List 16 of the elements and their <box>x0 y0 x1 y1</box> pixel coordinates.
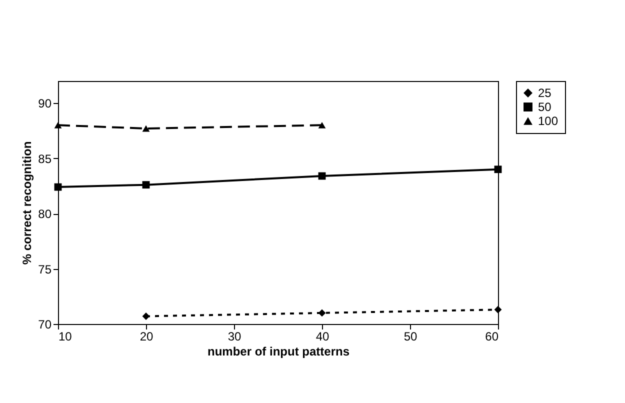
x-tick-label: 10 <box>58 330 72 344</box>
legend-label: 100 <box>538 114 558 128</box>
x-tick-label: 40 <box>316 330 330 344</box>
y-axis-title: % correct recognition <box>20 141 34 265</box>
x-axis-title: number of input patterns <box>208 344 350 358</box>
x-tick-label: 20 <box>140 330 154 344</box>
y-tick-label: 70 <box>38 318 52 332</box>
y-tick-label: 85 <box>38 152 52 166</box>
legend-label: 25 <box>538 86 552 100</box>
y-tick-label: 90 <box>38 96 52 111</box>
legend-label: 50 <box>538 100 552 114</box>
x-tick-label: 50 <box>404 330 418 344</box>
x-tick-label: 60 <box>485 330 499 344</box>
y-tick-label: 80 <box>38 207 52 222</box>
x-tick-label: 30 <box>228 330 242 344</box>
y-tick-label: 75 <box>38 262 52 276</box>
